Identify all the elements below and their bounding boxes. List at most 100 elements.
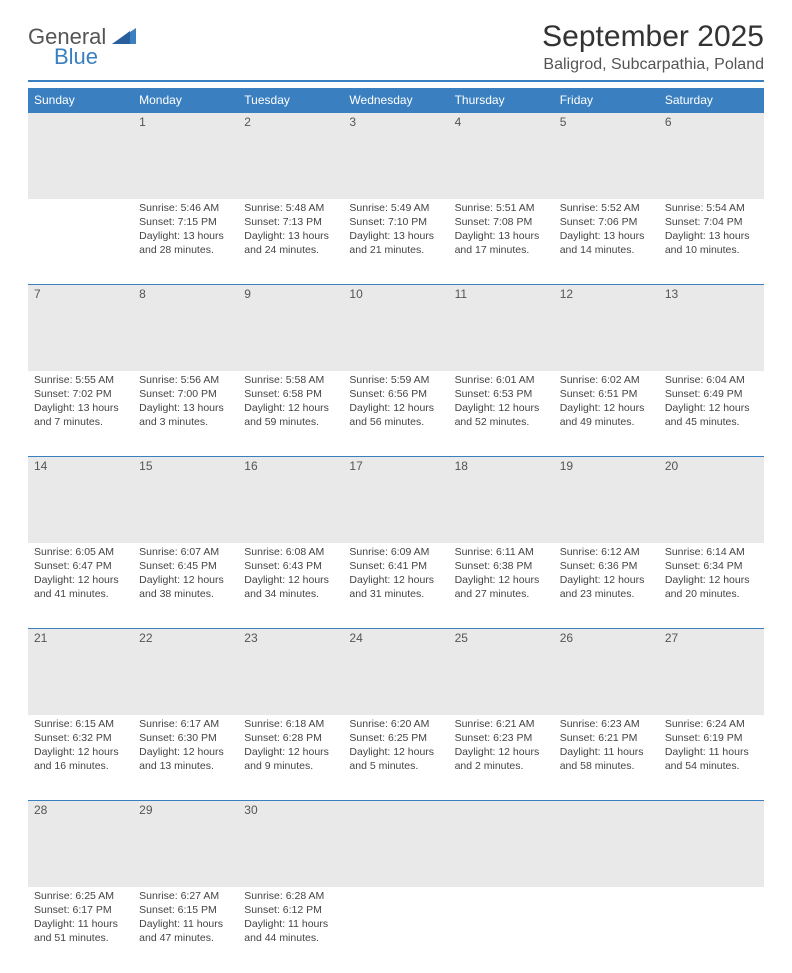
daylight-text: Daylight: 11 hours and 54 minutes. bbox=[665, 745, 758, 773]
day-number: 6 bbox=[659, 113, 764, 131]
day-content-cell: Sunrise: 6:01 AMSunset: 6:53 PMDaylight:… bbox=[449, 371, 554, 457]
sunrise-text: Sunrise: 6:12 AM bbox=[560, 545, 653, 559]
week-daynum-row: 282930 bbox=[28, 801, 764, 887]
sunrise-text: Sunrise: 6:23 AM bbox=[560, 717, 653, 731]
day-number-cell bbox=[449, 801, 554, 887]
day-number: 27 bbox=[659, 629, 764, 647]
day-content-cell: Sunrise: 6:04 AMSunset: 6:49 PMDaylight:… bbox=[659, 371, 764, 457]
weekday-header: Sunday bbox=[28, 88, 133, 113]
sunset-text: Sunset: 6:41 PM bbox=[349, 559, 442, 573]
day-content-cell: Sunrise: 6:07 AMSunset: 6:45 PMDaylight:… bbox=[133, 543, 238, 629]
title-underline bbox=[28, 80, 764, 82]
sunset-text: Sunset: 7:02 PM bbox=[34, 387, 127, 401]
day-number-cell: 7 bbox=[28, 285, 133, 371]
day-number-cell: 16 bbox=[238, 457, 343, 543]
daylight-text: Daylight: 13 hours and 17 minutes. bbox=[455, 229, 548, 257]
weekday-header: Monday bbox=[133, 88, 238, 113]
day-content-cell: Sunrise: 6:11 AMSunset: 6:38 PMDaylight:… bbox=[449, 543, 554, 629]
daylight-text: Daylight: 13 hours and 24 minutes. bbox=[244, 229, 337, 257]
daylight-text: Daylight: 12 hours and 20 minutes. bbox=[665, 573, 758, 601]
sunset-text: Sunset: 6:34 PM bbox=[665, 559, 758, 573]
sunrise-text: Sunrise: 6:20 AM bbox=[349, 717, 442, 731]
sunset-text: Sunset: 6:15 PM bbox=[139, 903, 232, 917]
sunset-text: Sunset: 6:45 PM bbox=[139, 559, 232, 573]
day-content-cell bbox=[343, 887, 448, 973]
sunrise-text: Sunrise: 6:08 AM bbox=[244, 545, 337, 559]
daylight-text: Daylight: 12 hours and 49 minutes. bbox=[560, 401, 653, 429]
day-content-cell: Sunrise: 6:28 AMSunset: 6:12 PMDaylight:… bbox=[238, 887, 343, 973]
day-number-cell: 22 bbox=[133, 629, 238, 715]
daylight-text: Daylight: 12 hours and 34 minutes. bbox=[244, 573, 337, 601]
daylight-text: Daylight: 13 hours and 10 minutes. bbox=[665, 229, 758, 257]
logo-triangle-icon bbox=[112, 26, 136, 44]
month-title: September 2025 bbox=[542, 20, 764, 54]
day-number-cell: 8 bbox=[133, 285, 238, 371]
day-number: 2 bbox=[238, 113, 343, 131]
day-number-cell: 11 bbox=[449, 285, 554, 371]
sunset-text: Sunset: 6:21 PM bbox=[560, 731, 653, 745]
day-number: 11 bbox=[449, 285, 554, 303]
day-number: 17 bbox=[343, 457, 448, 475]
day-number-cell: 1 bbox=[133, 113, 238, 199]
sunrise-text: Sunrise: 6:25 AM bbox=[34, 889, 127, 903]
calendar-body: 123456Sunrise: 5:46 AMSunset: 7:15 PMDay… bbox=[28, 113, 764, 973]
day-number: 29 bbox=[133, 801, 238, 819]
day-number-cell: 12 bbox=[554, 285, 659, 371]
week-daynum-row: 14151617181920 bbox=[28, 457, 764, 543]
day-content-cell: Sunrise: 6:24 AMSunset: 6:19 PMDaylight:… bbox=[659, 715, 764, 801]
weekday-header: Wednesday bbox=[343, 88, 448, 113]
day-content-cell bbox=[659, 887, 764, 973]
day-number: 22 bbox=[133, 629, 238, 647]
daylight-text: Daylight: 12 hours and 13 minutes. bbox=[139, 745, 232, 773]
day-number-cell: 6 bbox=[659, 113, 764, 199]
daylight-text: Daylight: 12 hours and 27 minutes. bbox=[455, 573, 548, 601]
day-number-cell bbox=[554, 801, 659, 887]
sunset-text: Sunset: 6:51 PM bbox=[560, 387, 653, 401]
day-number-cell: 29 bbox=[133, 801, 238, 887]
daylight-text: Daylight: 12 hours and 41 minutes. bbox=[34, 573, 127, 601]
daylight-text: Daylight: 13 hours and 3 minutes. bbox=[139, 401, 232, 429]
sunset-text: Sunset: 7:08 PM bbox=[455, 215, 548, 229]
sunrise-text: Sunrise: 6:09 AM bbox=[349, 545, 442, 559]
sunrise-text: Sunrise: 6:05 AM bbox=[34, 545, 127, 559]
header: General Blue September 2025 Baligrod, Su… bbox=[28, 20, 764, 74]
sunrise-text: Sunrise: 6:07 AM bbox=[139, 545, 232, 559]
week-daynum-row: 21222324252627 bbox=[28, 629, 764, 715]
daylight-text: Daylight: 11 hours and 51 minutes. bbox=[34, 917, 127, 945]
day-content-cell bbox=[554, 887, 659, 973]
day-content-cell: Sunrise: 6:12 AMSunset: 6:36 PMDaylight:… bbox=[554, 543, 659, 629]
sunset-text: Sunset: 6:19 PM bbox=[665, 731, 758, 745]
day-number: 26 bbox=[554, 629, 659, 647]
day-content-cell: Sunrise: 5:51 AMSunset: 7:08 PMDaylight:… bbox=[449, 199, 554, 285]
day-number: 30 bbox=[238, 801, 343, 819]
day-number-cell bbox=[343, 801, 448, 887]
day-content-cell bbox=[449, 887, 554, 973]
day-number: 1 bbox=[133, 113, 238, 131]
daylight-text: Daylight: 13 hours and 7 minutes. bbox=[34, 401, 127, 429]
day-number: 15 bbox=[133, 457, 238, 475]
logo-word-blue: Blue bbox=[54, 46, 136, 68]
sunset-text: Sunset: 7:13 PM bbox=[244, 215, 337, 229]
sunrise-text: Sunrise: 6:17 AM bbox=[139, 717, 232, 731]
sunset-text: Sunset: 6:28 PM bbox=[244, 731, 337, 745]
day-content-cell bbox=[28, 199, 133, 285]
sunrise-text: Sunrise: 6:15 AM bbox=[34, 717, 127, 731]
daylight-text: Daylight: 12 hours and 2 minutes. bbox=[455, 745, 548, 773]
sunset-text: Sunset: 7:06 PM bbox=[560, 215, 653, 229]
daylight-text: Daylight: 11 hours and 47 minutes. bbox=[139, 917, 232, 945]
sunrise-text: Sunrise: 6:24 AM bbox=[665, 717, 758, 731]
sunrise-text: Sunrise: 5:58 AM bbox=[244, 373, 337, 387]
day-number: 9 bbox=[238, 285, 343, 303]
day-number: 20 bbox=[659, 457, 764, 475]
location: Baligrod, Subcarpathia, Poland bbox=[542, 56, 764, 74]
day-number-cell: 21 bbox=[28, 629, 133, 715]
daylight-text: Daylight: 11 hours and 44 minutes. bbox=[244, 917, 337, 945]
sunset-text: Sunset: 7:15 PM bbox=[139, 215, 232, 229]
day-number: 28 bbox=[28, 801, 133, 819]
day-number-cell: 19 bbox=[554, 457, 659, 543]
day-content-cell: Sunrise: 5:56 AMSunset: 7:00 PMDaylight:… bbox=[133, 371, 238, 457]
sunrise-text: Sunrise: 6:21 AM bbox=[455, 717, 548, 731]
day-number-cell: 25 bbox=[449, 629, 554, 715]
sunset-text: Sunset: 6:25 PM bbox=[349, 731, 442, 745]
day-content-cell: Sunrise: 5:59 AMSunset: 6:56 PMDaylight:… bbox=[343, 371, 448, 457]
